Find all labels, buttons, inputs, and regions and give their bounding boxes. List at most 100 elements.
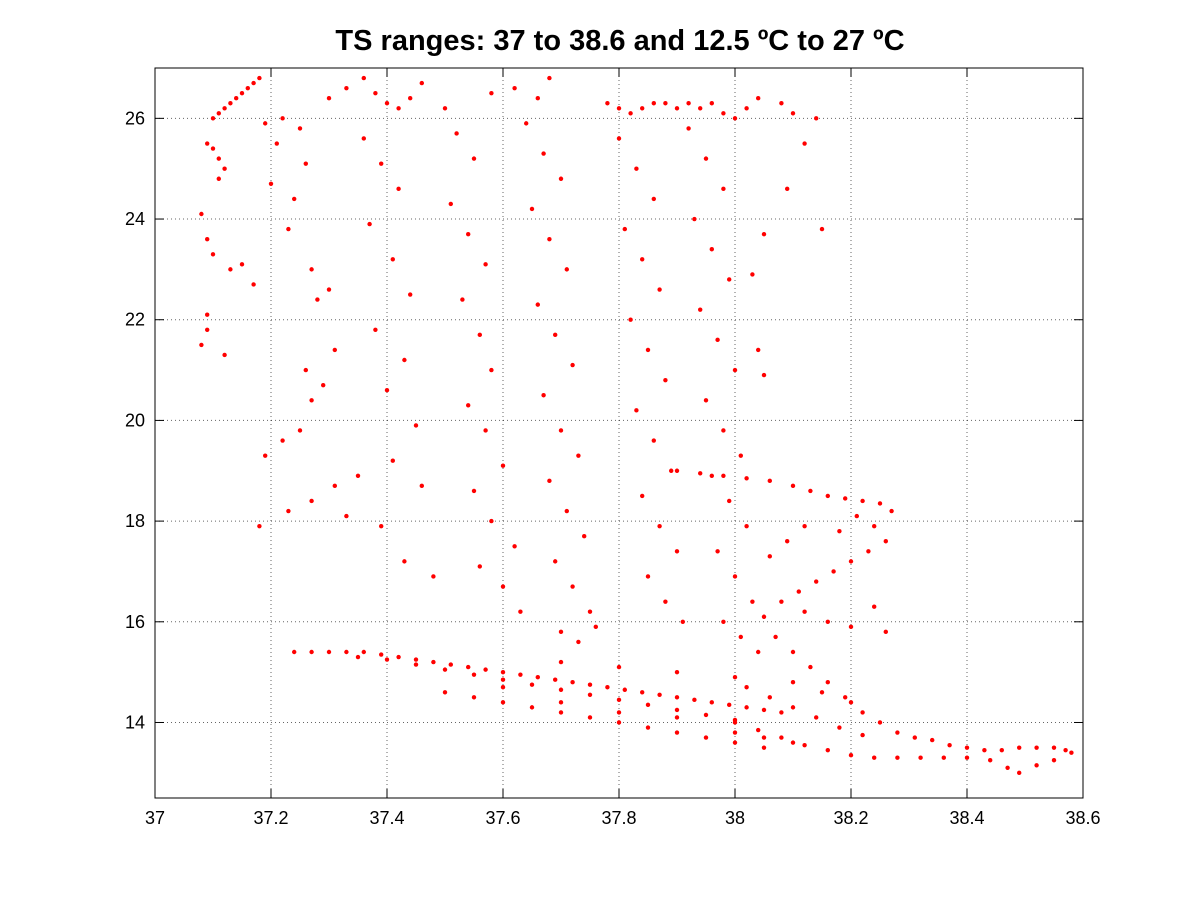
- scatter-point: [848, 559, 854, 564]
- scatter-point: [309, 267, 314, 272]
- scatter-point: [645, 725, 651, 730]
- scatter-point: [761, 707, 767, 713]
- scatter-point: [831, 569, 836, 574]
- scatter-point: [518, 609, 523, 614]
- scatter-point: [413, 657, 419, 662]
- scatter-point: [616, 720, 622, 725]
- scatter-point: [535, 674, 540, 680]
- scatter-point: [732, 740, 738, 745]
- scatter-point: [709, 700, 714, 705]
- scatter-point: [605, 101, 610, 106]
- scatter-point: [825, 680, 830, 685]
- scatter-point: [297, 428, 303, 433]
- scatter-point: [535, 302, 540, 307]
- scatter-point: [843, 496, 848, 501]
- scatter-point: [576, 639, 581, 645]
- scatter-point: [715, 549, 720, 554]
- scatter-point: [570, 584, 575, 589]
- scatter-point: [657, 692, 662, 697]
- scatter-point: [541, 151, 546, 156]
- scatter-point: [309, 398, 314, 403]
- scatter-point: [790, 649, 796, 655]
- x-tick-label: 38.2: [833, 808, 868, 828]
- x-tick-label: 37.4: [369, 808, 404, 828]
- scatter-point: [477, 564, 482, 569]
- scatter-point: [280, 116, 285, 121]
- scatter-point: [309, 498, 314, 504]
- scatter-point: [541, 393, 546, 398]
- scatter-point: [471, 695, 477, 700]
- scatter-point: [361, 136, 366, 141]
- scatter-point: [553, 332, 558, 338]
- scatter-point: [210, 116, 216, 121]
- scatter-point: [744, 523, 749, 529]
- scatter-point: [466, 231, 471, 237]
- scatter-point: [779, 735, 784, 740]
- y-tick-label: 26: [125, 108, 145, 128]
- scatter-point: [315, 297, 320, 302]
- scatter-point: [651, 101, 656, 106]
- scatter-point: [750, 599, 755, 604]
- scatter-point: [790, 483, 796, 489]
- scatter-point: [558, 659, 564, 665]
- scatter-point: [988, 758, 993, 763]
- scatter-point: [651, 438, 656, 443]
- scatter-point: [756, 727, 761, 733]
- x-tick-label: 38.4: [949, 808, 984, 828]
- scatter-point: [837, 528, 842, 534]
- scatter-point: [512, 85, 517, 91]
- scatter-point: [373, 90, 378, 96]
- scatter-point: [442, 106, 448, 111]
- scatter-point: [402, 559, 407, 564]
- scatter-point: [825, 747, 830, 753]
- scatter-point: [674, 468, 680, 473]
- scatter-point: [663, 101, 668, 106]
- scatter-point: [303, 161, 308, 166]
- scatter-point: [645, 702, 651, 708]
- scatter-point: [396, 654, 401, 660]
- scatter-point: [593, 624, 598, 630]
- scatter-point: [344, 513, 349, 519]
- scatter-point: [727, 702, 732, 708]
- scatter-point: [889, 508, 894, 514]
- scatter-point: [326, 287, 332, 292]
- scatter-point: [1069, 750, 1074, 755]
- scatter-point: [471, 488, 477, 494]
- scatter-point: [686, 126, 691, 131]
- scatter-point: [239, 90, 245, 96]
- scatter-point: [999, 747, 1004, 753]
- scatter-point: [326, 649, 332, 655]
- scatter-point: [390, 458, 395, 463]
- scatter-point: [616, 664, 622, 670]
- scatter-point: [744, 685, 749, 690]
- scatter-point: [640, 106, 645, 111]
- scatter-point: [483, 667, 488, 672]
- scatter-point: [518, 672, 523, 677]
- scatter-point: [715, 337, 720, 343]
- scatter-point: [558, 428, 564, 433]
- scatter-point: [727, 498, 732, 504]
- scatter-point: [622, 226, 627, 232]
- scatter-point: [1034, 745, 1039, 750]
- scatter-point: [674, 715, 680, 720]
- scatter-point: [286, 508, 291, 514]
- y-tick-label: 22: [125, 310, 145, 330]
- scatter-point: [616, 106, 622, 111]
- scatter-point: [698, 307, 703, 312]
- scatter-point: [727, 277, 732, 282]
- scatter-point: [680, 619, 685, 624]
- scatter-point: [500, 584, 506, 589]
- scatter-point: [384, 388, 390, 393]
- scatter-point: [448, 662, 453, 667]
- scatter-point: [431, 574, 436, 579]
- scatter-point: [564, 508, 569, 514]
- scatter-point: [651, 196, 656, 202]
- scatter-point: [303, 367, 308, 373]
- scatter-point: [645, 347, 651, 353]
- x-tick-label: 38: [725, 808, 745, 828]
- scatter-point: [553, 677, 558, 682]
- scatter-point: [744, 106, 749, 111]
- scatter-point: [367, 221, 372, 227]
- scatter-point: [808, 488, 813, 494]
